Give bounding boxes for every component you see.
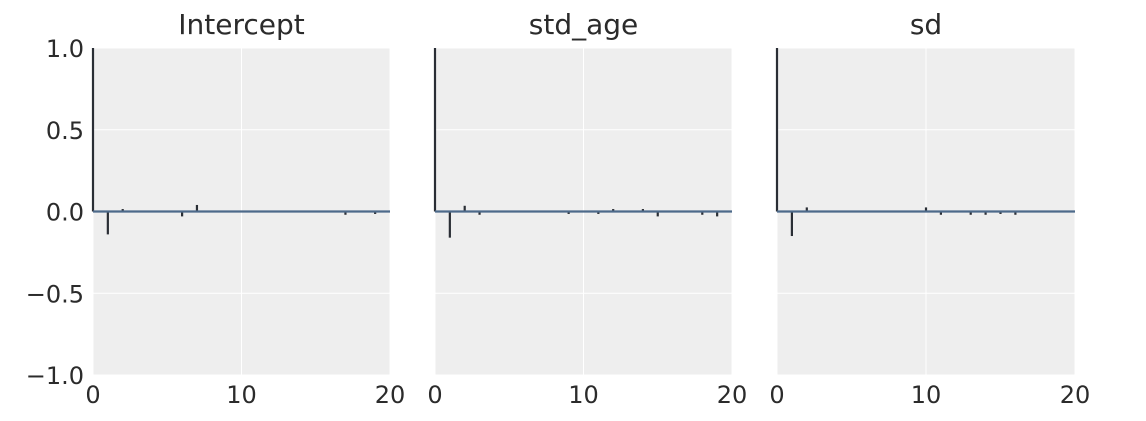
acf-panel-sd: sd 0 10 20 [769,8,1090,409]
acf-panel-std-age: std_age 0 10 20 [427,8,747,409]
x-tick-label: 0 [85,381,100,409]
x-tick-label: 0 [427,381,442,409]
y-tick-label: −1.0 [26,362,84,390]
y-tick-label: 1.0 [46,35,84,63]
panel-title: Intercept [178,8,305,41]
panel-title: std_age [529,8,639,41]
y-tick-label: 0.5 [46,117,84,145]
x-tick-label: 10 [226,381,257,409]
y-tick-label: 0.0 [46,199,84,227]
x-tick-label: 0 [769,381,784,409]
x-tick-label: 20 [1060,381,1091,409]
acf-panel-intercept: Intercept 0 10 20 1.0 0.5 0.0 −0.5 −1.0 [26,8,406,409]
x-tick-label: 20 [717,381,748,409]
x-tick-label: 10 [911,381,942,409]
panel-title: sd [910,8,942,41]
x-tick-label: 10 [568,381,599,409]
y-tick-label: −0.5 [26,280,84,308]
x-tick-label: 20 [375,381,406,409]
